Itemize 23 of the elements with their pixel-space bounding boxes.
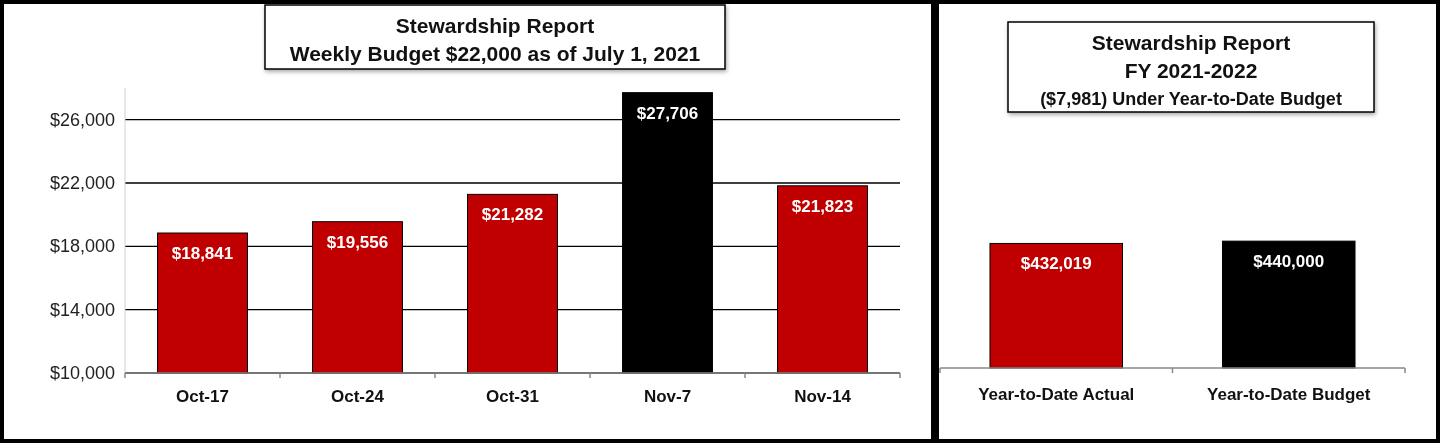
x-tick-label: Oct-24 <box>331 387 385 406</box>
data-label: $432,019 <box>1020 254 1092 274</box>
data-label: $27,706 <box>636 103 699 123</box>
x-tick-label: Nov-14 <box>794 387 852 406</box>
y-tick-label: $10,000 <box>49 363 115 383</box>
x-tick-label: Nov-7 <box>643 387 692 406</box>
x-tick-label: Year-to-Date Actual <box>978 385 1135 404</box>
x-tick-label: Oct-17 <box>176 387 229 406</box>
chart-title: Stewardship Report <box>1091 31 1291 54</box>
y-tick-label: $14,000 <box>49 299 115 320</box>
data-label: $21,823 <box>791 196 854 216</box>
data-label: $440,000 <box>1253 252 1325 272</box>
x-tick-label: Oct-31 <box>486 387 539 406</box>
chart-subtitle: Weekly Budget $22,000 as of July 1, 2021 <box>289 42 701 65</box>
y-tick-label: $26,000 <box>49 109 115 130</box>
data-label: $19,556 <box>326 232 389 252</box>
data-label: $21,282 <box>481 205 544 225</box>
data-label: $18,841 <box>171 244 234 264</box>
chart-subtitle: FY 2021-2022 ($7,981) Under Year-to-Date Budget <box>1040 59 1342 109</box>
chart-title: Stewardship Report <box>395 14 595 37</box>
y-tick-label: $18,000 <box>49 236 115 257</box>
y-tick-label: $22,000 <box>49 173 115 193</box>
x-tick-label: Year-to-Date Budget <box>1207 385 1371 404</box>
